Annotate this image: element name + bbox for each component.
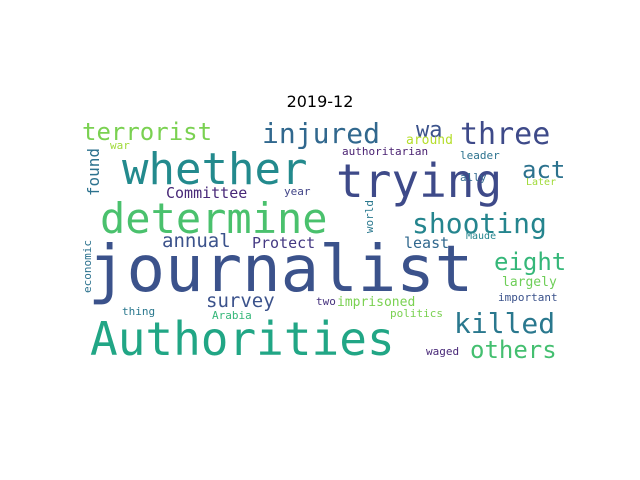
word-found: found — [84, 148, 103, 197]
word-others: others — [470, 336, 557, 364]
word-world: world — [363, 200, 376, 234]
word-ally: ally — [460, 171, 487, 184]
word-politics: politics — [390, 307, 443, 320]
word-wa: wa — [416, 118, 443, 143]
word-around: around — [406, 133, 453, 148]
chart-title: 2019-12 — [286, 92, 354, 111]
word-waged: waged — [426, 345, 460, 358]
word-act: act — [522, 156, 566, 184]
word-journalist: journalist — [88, 233, 474, 307]
word-imprisoned: imprisoned — [337, 295, 416, 310]
word-eight: eight — [494, 248, 567, 276]
word-war: war — [110, 139, 130, 152]
word-protect: Protect — [252, 234, 316, 252]
word-authoritarian: authoritarian — [342, 145, 429, 158]
word-committee: Committee — [166, 184, 248, 202]
word-arabia: Arabia — [212, 309, 252, 322]
word-economic: economic — [81, 240, 94, 293]
word-largely: largely — [502, 275, 557, 290]
word-authorities: Authorities — [90, 312, 395, 366]
word-determine: determine — [100, 194, 328, 243]
word-killed: killed — [454, 307, 556, 340]
word-important: important — [498, 291, 558, 304]
word-three: three — [460, 117, 551, 152]
word-annual: annual — [162, 230, 231, 252]
word-year: year — [284, 185, 311, 198]
word-survey: survey — [206, 290, 275, 312]
word-cloud: journalist Authorities trying whether de… — [81, 117, 578, 368]
word-maude: Maude — [466, 231, 497, 242]
word-two: two — [316, 295, 336, 308]
word-injured: injured — [262, 117, 381, 150]
word-trying: trying — [336, 154, 503, 208]
word-whether: whether — [122, 144, 308, 195]
word-terrorist: terrorist — [82, 118, 213, 146]
word-thing: thing — [122, 305, 156, 318]
word-later: Later — [526, 177, 557, 188]
word-shooting: shooting — [412, 207, 547, 240]
word-least: least — [404, 234, 450, 252]
word-leader: leader — [460, 149, 500, 162]
